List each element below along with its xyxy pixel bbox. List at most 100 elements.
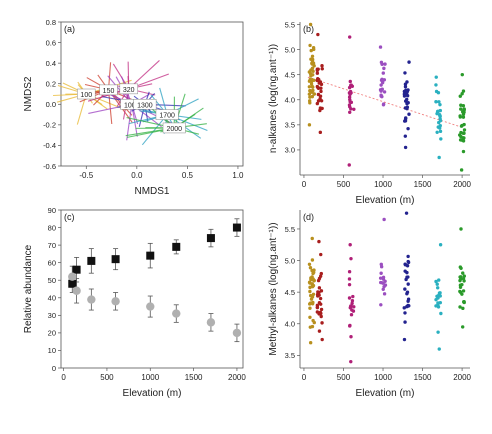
panel-c: 0 500 1000 1500 2000 0 10 20 30 40 50 60 70 80 90 Eleva… (23, 206, 246, 399)
data-point-circle (146, 302, 155, 311)
data-point (379, 60, 384, 65)
x-tick-label: 1000 (374, 180, 392, 189)
data-point (434, 279, 438, 284)
spider-line (131, 104, 138, 137)
data-point (308, 43, 312, 48)
data-point (308, 281, 312, 285)
data-point (310, 236, 314, 241)
y-tick-label: -0.6 (43, 162, 56, 171)
centroid-label: 1000 (124, 102, 140, 109)
data-point (460, 282, 464, 287)
y-tick-label: -0.4 (43, 141, 56, 150)
data-point (315, 84, 320, 89)
data-point (437, 347, 441, 351)
spider-line (173, 93, 186, 129)
data-point (406, 297, 411, 301)
data-point (316, 290, 320, 294)
data-point-circle (111, 297, 120, 306)
data-point (349, 256, 353, 261)
data-point (347, 282, 352, 287)
data-point (307, 99, 312, 103)
data-point (312, 92, 316, 96)
data-point (309, 293, 313, 298)
centroid-label: 2000 (166, 126, 182, 133)
data-point (405, 264, 410, 268)
panel-b: 0 500 1000 1500 2000 3.0 3.5 4.0 4.5 5.0 5.5 Elevat… (268, 20, 472, 206)
data-point (315, 101, 320, 106)
x-tick-label: 500 (337, 373, 351, 382)
y-tick-label: 0.0 (46, 100, 56, 109)
x-axis-title: Elevation (m) (356, 195, 415, 206)
x-tick-label: 0.0 (131, 171, 143, 180)
y-tick-label: 3.5 (285, 351, 295, 360)
y-axis-title: Methyl-alkanes (log(ng.ant⁻¹)) (268, 222, 279, 355)
data-point (312, 270, 316, 275)
data-point (310, 54, 315, 58)
data-point (403, 82, 408, 86)
data-point-square (87, 256, 96, 265)
data-point (318, 130, 323, 135)
data-point-circle (172, 309, 181, 318)
plot-frame (60, 21, 244, 167)
data-point (309, 57, 313, 61)
data-point (461, 89, 466, 93)
data-point (402, 337, 407, 342)
x-tick-label: 2000 (453, 373, 471, 382)
data-point (308, 22, 313, 27)
centroid-label: 1300 (137, 102, 153, 109)
data-point (435, 130, 439, 134)
y-tick-label: -0.2 (43, 121, 56, 130)
data-point (437, 100, 441, 104)
data-point (435, 282, 439, 286)
data-point (347, 85, 352, 90)
data-point (319, 314, 323, 319)
centroid-label: 150 (103, 88, 115, 95)
data-point (317, 77, 321, 82)
data-point (379, 303, 383, 307)
data-point (460, 72, 464, 77)
data-point (461, 104, 466, 108)
data-point (461, 115, 466, 119)
data-point (315, 303, 320, 308)
data-point (317, 276, 322, 281)
data-point-circle (68, 272, 77, 281)
data-point (319, 86, 323, 90)
data-point (352, 305, 356, 309)
data-point (459, 107, 463, 111)
x-tick-label: 2000 (453, 180, 471, 189)
data-point (347, 163, 351, 167)
panel-label: (c) (64, 212, 75, 222)
data-point (436, 296, 440, 300)
data-point-square (72, 265, 81, 274)
data-point (381, 103, 386, 107)
data-point (348, 323, 352, 328)
y-tick-label: 30 (48, 311, 56, 320)
data-point (406, 304, 410, 308)
x-tick-label: 2000 (228, 373, 246, 382)
data-point (320, 64, 324, 68)
y-axis-title: n-alkanes (log(ng.ant⁻¹)) (268, 44, 279, 153)
data-point (309, 297, 314, 301)
data-point (348, 105, 352, 109)
data-point (378, 276, 383, 280)
data-point (438, 300, 443, 305)
spider-line (126, 104, 133, 141)
data-point (438, 126, 442, 130)
data-point (436, 91, 441, 95)
data-point (438, 117, 442, 121)
y-tick-label: 4.5 (285, 70, 295, 79)
data-point (436, 109, 440, 114)
data-point (316, 92, 321, 97)
y-tick-label: 4.5 (285, 288, 295, 297)
x-tick-label: 500 (337, 180, 351, 189)
data-point (311, 46, 316, 50)
data-point (402, 306, 406, 310)
data-point (437, 278, 441, 282)
data-point (311, 277, 315, 281)
data-point (382, 66, 386, 71)
data-point (462, 122, 466, 127)
x-tick-label: 1500 (185, 373, 203, 382)
data-point (458, 305, 462, 309)
data-point (308, 289, 312, 294)
y-tick-label: 0.6 (46, 38, 56, 47)
